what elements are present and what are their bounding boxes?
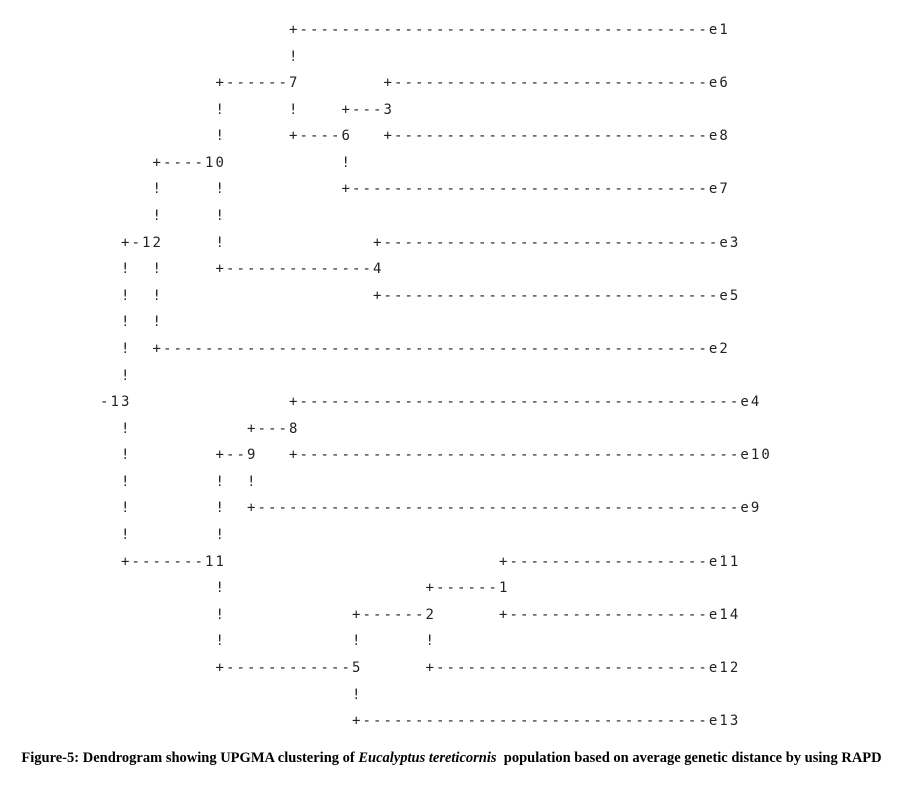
dendrogram-line: ! +----6 +------------------------------… [100, 128, 730, 145]
dendrogram-line: ! +-------------------------------------… [100, 340, 730, 357]
dendrogram-line: ! +---8 [100, 420, 300, 437]
dendrogram-line: +------7 +------------------------------… [100, 75, 730, 92]
dendrogram-line: ! [100, 48, 300, 65]
dendrogram-line: ! ! ! [100, 633, 436, 650]
dendrogram-line: ! ! [100, 208, 226, 225]
figure-caption: Figure-5: Dendrogram showing UPGMA clust… [0, 750, 903, 767]
dendrogram-line: +----10 ! [100, 154, 352, 171]
dendrogram-line: ! +------2 +-------------------e14 [100, 606, 741, 623]
dendrogram-line: ! ! +-----------------------------------… [100, 500, 762, 517]
dendrogram-line: ! [100, 686, 363, 703]
dendrogram-line: +---------------------------------------… [100, 22, 730, 38]
dendrogram-line: ! ! +----------------------------------e… [100, 181, 730, 198]
dendrogram-line: ! ! ! [100, 473, 258, 490]
dendrogram-line: ! +--9 +--------------------------------… [100, 447, 772, 464]
dendrogram-line: +------------5 +------------------------… [100, 659, 741, 676]
dendrogram-line: ! [100, 367, 132, 384]
dendrogram-line: ! ! [100, 314, 163, 331]
dendrogram-line: +-------11 +-------------------e11 [100, 553, 741, 570]
dendrogram-line: +-12 ! +--------------------------------… [100, 234, 741, 251]
dendrogram-line: ! ! +--------------4 [100, 261, 384, 278]
dendrogram-line: -13 +-----------------------------------… [100, 394, 762, 411]
dendrogram-line: ! ! [100, 527, 226, 544]
dendrogram-line: ! ! +---3 [100, 101, 394, 118]
caption-species: Eucalyptus tereticornis [358, 750, 497, 766]
dendrogram-line: ! ! +--------------------------------e5 [100, 287, 741, 304]
dendrogram-line: ! +------1 [100, 580, 510, 597]
caption-text: population based on average genetic dist… [496, 750, 882, 766]
caption-text: Figure-5: Dendrogram showing UPGMA clust… [21, 750, 359, 766]
dendrogram-line: +---------------------------------e13 [100, 713, 741, 730]
